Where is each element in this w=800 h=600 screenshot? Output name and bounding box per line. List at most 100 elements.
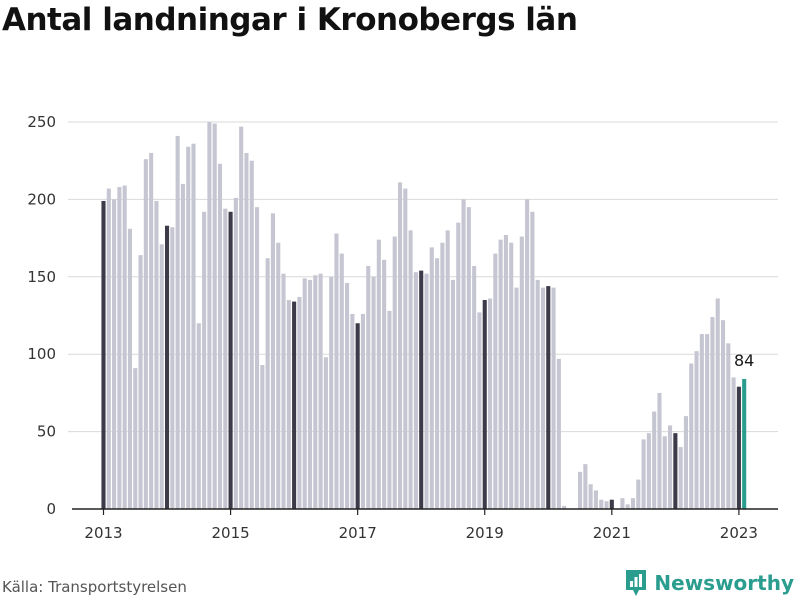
bar [276, 242, 281, 510]
bar [117, 187, 122, 509]
bar [382, 259, 387, 509]
bar [413, 272, 418, 509]
bar [217, 163, 223, 510]
bar [419, 270, 424, 509]
bar [588, 484, 593, 509]
source-note: Källa: Transportstyrelsen [2, 578, 187, 596]
data-labels: 84 [734, 351, 754, 370]
bar [112, 199, 117, 509]
bar [265, 258, 270, 509]
chart-title: Antal landningar i Kronobergs län [2, 2, 578, 38]
bar [164, 225, 170, 509]
y-tick-label: 150 [27, 268, 56, 286]
bar [551, 287, 556, 509]
bar [329, 276, 334, 509]
bar [387, 310, 392, 509]
bar [715, 298, 720, 509]
bar [154, 200, 159, 509]
bar [212, 123, 217, 510]
bar [720, 320, 726, 509]
bar [487, 298, 493, 509]
bar [466, 207, 471, 509]
bar [244, 152, 249, 509]
bar [350, 313, 355, 509]
bar [657, 392, 662, 509]
bar [509, 242, 514, 510]
bar [186, 146, 191, 509]
bar [371, 276, 376, 509]
x-axis: 2013 2015 2017 2019 2021 2023 [72, 508, 778, 542]
bar [355, 323, 360, 509]
bar [318, 273, 323, 509]
bar [683, 416, 688, 509]
bar [228, 211, 233, 509]
bar [260, 365, 265, 509]
bar [530, 211, 535, 509]
bar [435, 258, 440, 509]
bar [239, 126, 244, 509]
bar [175, 135, 180, 509]
x-tick-label: 2021 [593, 524, 631, 542]
bar [472, 265, 477, 509]
bar [535, 279, 540, 509]
latest-value-label: 84 [734, 351, 754, 370]
y-tick-label: 0 [46, 500, 56, 518]
bar [503, 235, 508, 509]
bar [694, 351, 699, 509]
bar [525, 199, 530, 509]
bar [445, 230, 450, 510]
x-tick-label: 2023 [720, 524, 758, 542]
x-tick-label: 2017 [339, 524, 377, 542]
bar [540, 287, 546, 509]
bar [625, 504, 630, 509]
bar [202, 211, 207, 509]
bar [620, 498, 625, 509]
bar [307, 279, 313, 509]
bar [180, 183, 185, 510]
bar [519, 236, 524, 510]
bar [408, 230, 413, 510]
bar [281, 273, 286, 509]
bar [699, 334, 704, 509]
bar [133, 368, 138, 509]
bar [302, 278, 307, 509]
bar [461, 199, 466, 509]
bar [609, 499, 614, 509]
bar [678, 447, 683, 509]
bar [593, 490, 598, 509]
bar [562, 505, 567, 509]
bar [630, 498, 636, 509]
brand-name: Newsworthy [654, 571, 794, 595]
bar [403, 188, 408, 509]
bar [143, 159, 148, 509]
bar [196, 323, 201, 509]
bar [652, 411, 657, 509]
bar [689, 363, 694, 509]
newsworthy-logo-icon [626, 570, 647, 596]
brand-logo[interactable]: Newsworthy [624, 568, 794, 598]
bar-latest [742, 378, 747, 509]
bar [668, 425, 673, 509]
bar [731, 377, 736, 509]
bar [662, 436, 667, 509]
bar [440, 242, 445, 510]
bar [578, 471, 583, 509]
bar [207, 122, 212, 509]
bar [159, 244, 164, 510]
bar [127, 228, 133, 509]
bar [360, 313, 365, 509]
bar [493, 253, 498, 509]
bar [673, 433, 678, 509]
bar [366, 265, 371, 509]
bar [249, 160, 254, 509]
x-tick-label: 2015 [211, 524, 249, 542]
bar [292, 301, 297, 509]
bar [705, 334, 710, 509]
bar [297, 296, 302, 509]
bar [170, 227, 175, 509]
bar [323, 357, 328, 509]
bar [101, 200, 106, 509]
bar [345, 282, 350, 509]
bar [233, 197, 238, 509]
bar [726, 343, 731, 509]
